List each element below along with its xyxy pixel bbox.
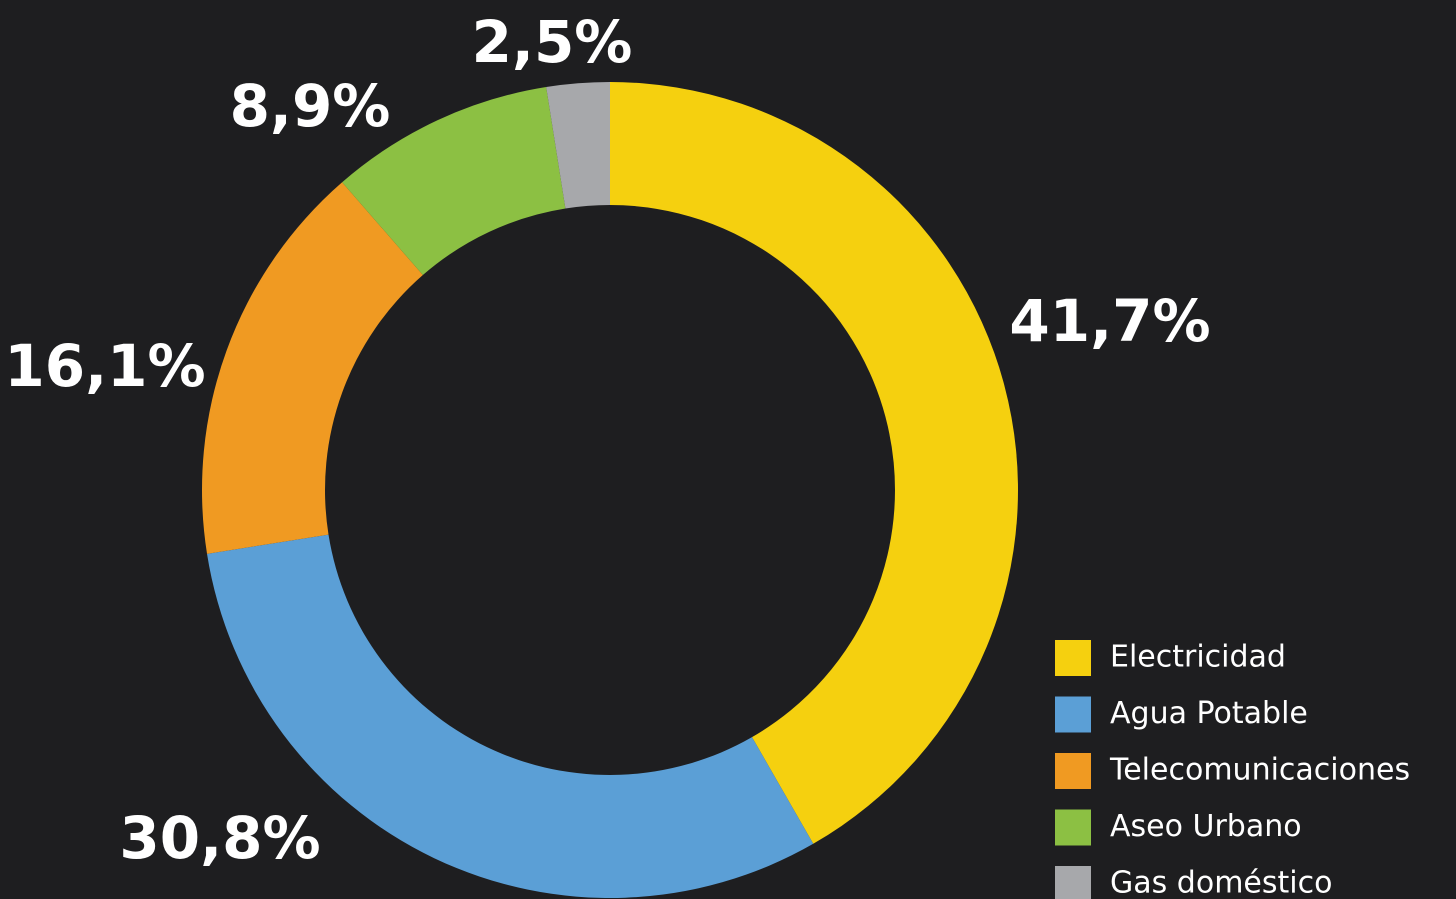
legend-swatch xyxy=(1055,696,1091,733)
slice xyxy=(610,82,1018,844)
slice xyxy=(342,87,566,276)
legend-label: Telecomunicaciones xyxy=(1109,753,1410,788)
slice xyxy=(202,182,423,554)
legend-swatch xyxy=(1055,753,1091,789)
legend-swatch xyxy=(1055,866,1091,899)
legend-label: Aseo Urbano xyxy=(1110,809,1302,844)
legend-label: Gas doméstico xyxy=(1110,866,1332,899)
slice xyxy=(546,82,610,209)
value-label: 8,9% xyxy=(230,72,391,140)
value-label: 30,8% xyxy=(119,804,320,872)
legend-swatch xyxy=(1055,809,1091,846)
value-label: 16,1% xyxy=(4,332,205,400)
legend-label: Agua Potable xyxy=(1110,696,1308,731)
value-label: 41,7% xyxy=(1009,287,1210,355)
legend-swatch xyxy=(1055,640,1091,676)
slice xyxy=(207,534,814,899)
value-label: 2,5% xyxy=(472,8,633,76)
legend-label: Electricidad xyxy=(1110,640,1286,675)
